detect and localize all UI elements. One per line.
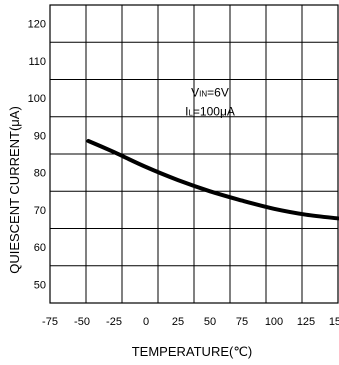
y-tick-label: 50 [34, 279, 46, 291]
y-tick-label: 70 [34, 205, 46, 217]
x-axis-label: TEMPERATURE(℃) [132, 344, 253, 359]
condition-annotation: VIN=6V IL=100μA [185, 86, 235, 119]
x-tick-label: 150 [329, 316, 339, 328]
y-tick-label: 80 [34, 168, 46, 180]
x-tick-label: 125 [297, 316, 315, 328]
series-layer [86, 139, 339, 221]
x-tick-label: 100 [265, 316, 283, 328]
y-tick-label: 120 [28, 19, 46, 31]
y-tick-label: 90 [34, 130, 46, 142]
annotation-vin: VIN=6V [191, 86, 229, 100]
x-tick-label: 0 [143, 316, 149, 328]
x-tick-label: -75 [42, 316, 58, 328]
y-tick-label: 110 [28, 56, 46, 68]
grid-lines [50, 5, 338, 303]
x-tick-label: 75 [236, 316, 248, 328]
y-axis-label: QUIESCENT CURRENT(μA) [7, 106, 22, 274]
series-line [86, 139, 339, 221]
y-tick-label: 100 [28, 93, 46, 105]
x-tick-label: -50 [74, 316, 90, 328]
x-tick-label: -25 [106, 316, 122, 328]
x-tick-label: 25 [172, 316, 184, 328]
annotation-il: IL=100μA [185, 104, 235, 118]
y-tick-label: 60 [34, 242, 46, 254]
x-tick-label: 50 [204, 316, 216, 328]
tick-labels: -75 -50 -25 0 25 50 75 100 125 150 50 60 70 80 90 100 11… [28, 19, 339, 328]
plot-border [49, 4, 339, 304]
